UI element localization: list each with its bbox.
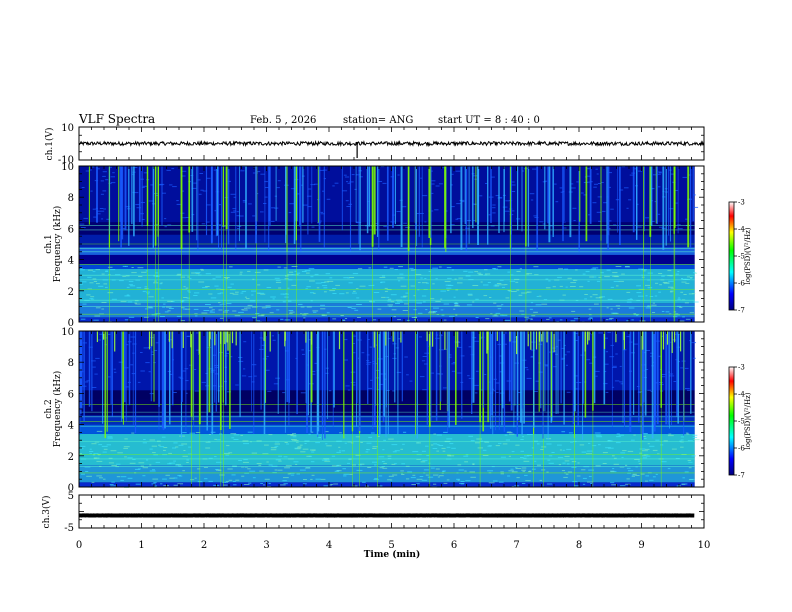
x-tick-label: 0: [76, 540, 82, 551]
ch3-waveform-panel: 5 -5 ch.3(V): [41, 491, 705, 534]
x-tick-label: 3: [263, 540, 269, 551]
y-tick-label: 2: [68, 452, 74, 463]
ch1-colorbar: -3 -4 -5 -6 -7 log(PSD)(V²/Hz): [728, 199, 752, 315]
colorbar-tick-label: -3: [738, 364, 745, 372]
station-label: station= ANG: [343, 115, 413, 126]
ch2-panel-label: ch.2: [44, 399, 54, 418]
colorbar-tick-label: -4: [738, 226, 745, 234]
y-tick-label: 10: [61, 327, 74, 338]
start-time-label: start UT = 8 : 40 : 0: [438, 115, 540, 126]
x-tick-label: 9: [638, 540, 644, 551]
y-tick-label: 8: [68, 358, 74, 369]
ch1-panel-label: ch.1: [44, 234, 54, 253]
ch3-waveform-frame: [78, 494, 705, 529]
ch3-waveform-ylabel: ch.3(V): [41, 496, 52, 529]
y-tick-label: 8: [68, 193, 74, 204]
colorbar-tick-label: -6: [738, 280, 745, 288]
ch1-spectrogram-ylabel: Frequency (kHz): [52, 206, 63, 283]
y-tick-label: 4: [68, 256, 74, 267]
x-tick-label: 8: [576, 540, 582, 551]
ch2-spectrogram-ticks: [78, 330, 705, 488]
ch1-waveform-line: [78, 139, 704, 148]
ch3-ytick-top: 5: [68, 491, 74, 502]
figure-title: VLF Spectra: [78, 112, 155, 126]
ch1-waveform-panel: 10 -10 ch.1(V): [44, 123, 705, 166]
y-tick-label: 10: [61, 162, 74, 173]
colorbar-tick-label: -7: [738, 472, 745, 480]
ch1-waveform-ylabel: ch.1(V): [44, 128, 55, 161]
ch1-colorbar-gradient: [728, 201, 735, 311]
y-tick-label: 2: [68, 287, 74, 298]
ch2-spectrogram-ylabel: Frequency (kHz): [52, 371, 63, 448]
x-tick-label: 6: [451, 540, 457, 551]
colorbar-tick-label: -3: [738, 199, 745, 207]
colorbar-tick-label: -5: [738, 418, 745, 426]
ch3-ytick-bottom: -5: [64, 523, 74, 534]
x-axis-tick-labels: 0 1 2 3 4 5 6 7 8 9 10: [76, 540, 711, 551]
y-tick-label: 4: [68, 421, 74, 432]
x-tick-label: 2: [201, 540, 207, 551]
ch1-ytick-bottom: -10: [58, 155, 74, 166]
x-tick-label: 1: [138, 540, 144, 551]
ch1-spectrogram-ytick-labels: 0 2 4 6 8 10: [61, 162, 74, 329]
ch2-colorbar-ticks: -3 -4 -5 -6 -7: [734, 364, 745, 480]
date-label: Feb. 5 , 2026: [250, 115, 316, 126]
colorbar-tick-label: -4: [738, 391, 745, 399]
ch3-waveform-ticks: [78, 494, 705, 529]
colorbar-tick-label: -5: [738, 253, 745, 261]
ch1-ytick-top: 10: [61, 123, 74, 134]
ch2-colorbar-gradient: [728, 366, 735, 476]
ch2-colorbar: -3 -4 -5 -6 -7 log(PSD)(V²/Hz): [728, 364, 752, 480]
ch1-colorbar-ticks: -3 -4 -5 -6 -7: [734, 199, 745, 315]
y-tick-label: 6: [68, 389, 74, 400]
x-axis-label: Time (min): [364, 549, 421, 560]
ch2-spectrogram-image: [78, 331, 700, 488]
ch1-waveform-ticks: [78, 126, 705, 161]
x-tick-label: 4: [326, 540, 332, 551]
colorbar-tick-label: -6: [738, 445, 745, 453]
x-tick-label: 7: [513, 540, 519, 551]
ch1-spectrogram-ticks: [78, 165, 705, 323]
ch2-colorbar-label: log(PSD)(V²/Hz): [744, 392, 752, 449]
y-tick-label: 0: [68, 483, 74, 494]
x-tick-label: 5: [388, 540, 394, 551]
ch1-colorbar-label: log(PSD)(V²/Hz): [744, 227, 752, 284]
ch1-spectrogram-image: [79, 166, 699, 323]
ch2-spectrogram-ytick-labels: 0 2 4 6 8 10: [61, 327, 74, 494]
y-tick-label: 0: [68, 318, 74, 329]
ch2-spectrogram-panel: 0 2 4 6 8 10 ch.2 Frequency (kHz): [44, 327, 705, 494]
colorbar-tick-label: -7: [738, 307, 745, 315]
x-tick-label: 10: [698, 540, 711, 551]
y-tick-label: 6: [68, 224, 74, 235]
ch1-spectrogram-panel: 0 2 4 6 8 10 ch.1 Frequency (kHz): [44, 162, 705, 329]
